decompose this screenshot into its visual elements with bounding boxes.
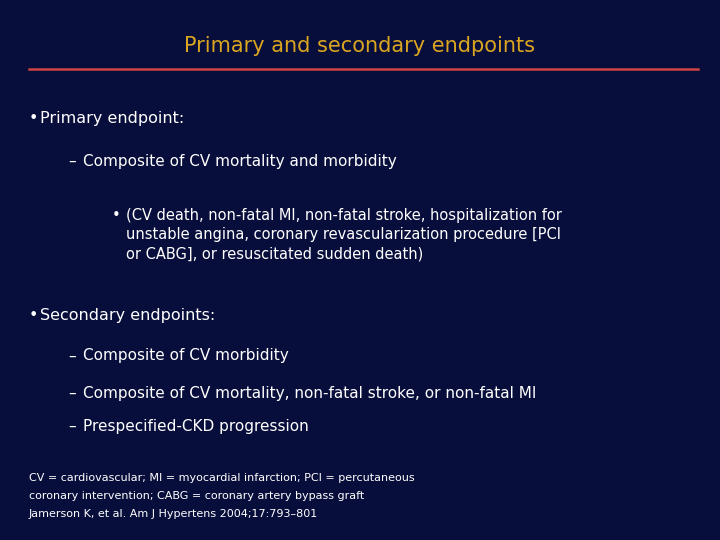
- Text: •: •: [29, 111, 38, 126]
- Text: •: •: [112, 208, 120, 223]
- Text: coronary intervention; CABG = coronary artery bypass graft: coronary intervention; CABG = coronary a…: [29, 490, 364, 501]
- Text: –: –: [68, 386, 76, 401]
- Text: •: •: [29, 308, 38, 323]
- Text: Primary and secondary endpoints: Primary and secondary endpoints: [184, 36, 536, 56]
- Text: (CV death, non-fatal MI, non-fatal stroke, hospitalization for
unstable angina, : (CV death, non-fatal MI, non-fatal strok…: [126, 208, 562, 261]
- Text: Composite of CV mortality, non-fatal stroke, or non-fatal MI: Composite of CV mortality, non-fatal str…: [83, 386, 536, 401]
- Text: Composite of CV morbidity: Composite of CV morbidity: [83, 348, 289, 363]
- Text: Primary endpoint:: Primary endpoint:: [40, 111, 184, 126]
- Text: CV = cardiovascular; MI = myocardial infarction; PCI = percutaneous: CV = cardiovascular; MI = myocardial inf…: [29, 473, 415, 483]
- Text: –: –: [68, 154, 76, 169]
- Text: –: –: [68, 418, 76, 434]
- Text: –: –: [68, 348, 76, 363]
- Text: Jamerson K, et al. Am J Hypertens 2004;17:793–801: Jamerson K, et al. Am J Hypertens 2004;1…: [29, 509, 318, 519]
- Text: Prespecified-CKD progression: Prespecified-CKD progression: [83, 418, 309, 434]
- Text: Composite of CV mortality and morbidity: Composite of CV mortality and morbidity: [83, 154, 397, 169]
- Text: Secondary endpoints:: Secondary endpoints:: [40, 308, 215, 323]
